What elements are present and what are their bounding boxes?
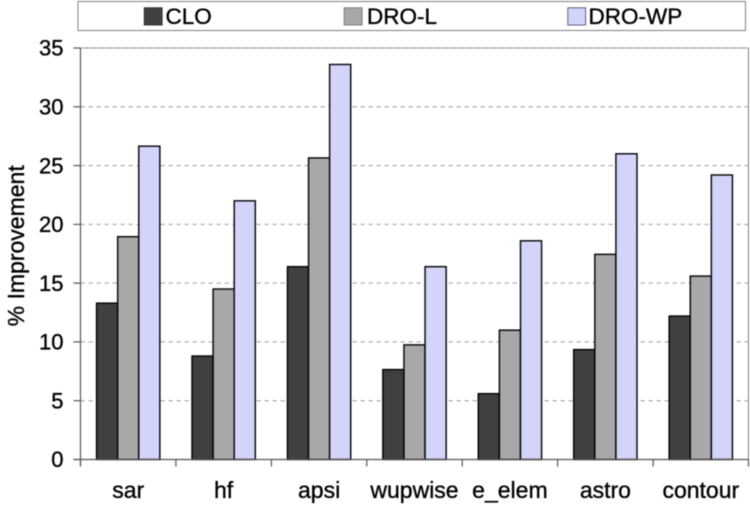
svg-text:20: 20 — [39, 212, 63, 237]
svg-text:5: 5 — [51, 388, 63, 413]
svg-text:wupwise: wupwise — [369, 477, 458, 503]
svg-text:15: 15 — [39, 271, 63, 296]
svg-text:sar: sar — [112, 477, 144, 503]
svg-text:10: 10 — [39, 330, 63, 355]
svg-text:CLO: CLO — [166, 4, 212, 29]
svg-text:30: 30 — [39, 95, 63, 120]
svg-text:apsi: apsi — [298, 477, 340, 503]
svg-text:0: 0 — [51, 447, 63, 472]
svg-text:contour: contour — [662, 477, 739, 503]
svg-text:35: 35 — [39, 36, 63, 61]
svg-text:astro: astro — [580, 477, 631, 503]
svg-text:25: 25 — [39, 153, 63, 178]
svg-text:hf: hf — [214, 477, 234, 503]
svg-text:e_elem: e_elem — [472, 477, 547, 503]
svg-text:DRO-L: DRO-L — [367, 4, 437, 29]
svg-text:DRO-WP: DRO-WP — [589, 4, 683, 29]
svg-text:% Improvement: % Improvement — [3, 165, 29, 327]
